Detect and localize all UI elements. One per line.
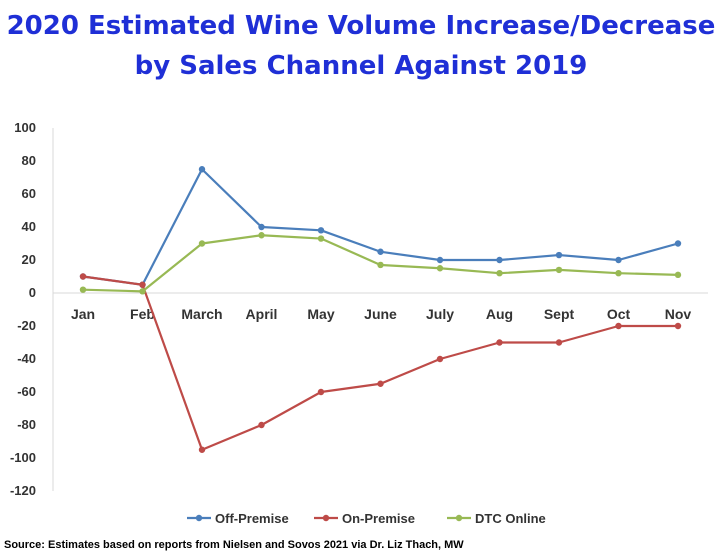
data-point-dtc-online	[79, 286, 87, 293]
data-point-on-premise	[79, 273, 87, 280]
y-tick-label: -40	[17, 351, 36, 366]
data-point-on-premise	[198, 446, 206, 453]
data-point-on-premise	[258, 421, 265, 429]
x-category-label: June	[364, 306, 397, 322]
legend-item-off-premise: Off-Premise	[187, 511, 289, 526]
y-tick-label: 0	[29, 285, 36, 300]
legend-swatch-marker	[455, 514, 463, 522]
chart-title-line-1: 2020 Estimated Wine Volume Increase/Decr…	[6, 11, 716, 41]
y-tick-label: -20	[17, 318, 36, 333]
data-point-on-premise	[377, 380, 384, 387]
data-point-dtc-online	[555, 266, 563, 274]
source-note: Source: Estimates based on reports from …	[4, 539, 464, 551]
legend-label: DTC Online	[475, 511, 546, 526]
data-point-on-premise	[615, 322, 622, 330]
x-category-label: Sept	[544, 306, 575, 322]
data-point-on-premise	[674, 322, 682, 330]
data-point-on-premise	[436, 355, 444, 363]
y-tick-label: 20	[22, 252, 36, 267]
data-point-dtc-online	[615, 270, 622, 277]
data-point-on-premise	[496, 339, 503, 346]
y-tick-label: -60	[17, 384, 36, 399]
data-point-off-premise	[258, 223, 265, 231]
legend-item-dtc-online: DTC Online	[447, 511, 546, 526]
y-tick-label: -120	[10, 483, 36, 498]
legend-label: On-Premise	[342, 511, 415, 526]
x-category-label: Oct	[607, 306, 631, 322]
data-point-off-premise	[317, 227, 325, 234]
x-category-label: May	[307, 306, 334, 322]
y-tick-label: -100	[10, 450, 36, 465]
data-point-dtc-online	[436, 265, 444, 272]
chart-title: 2020 Estimated Wine Volume Increase/Decr…	[0, 6, 722, 86]
data-point-off-premise	[555, 251, 563, 259]
data-point-off-premise	[615, 256, 622, 264]
data-point-dtc-online	[674, 271, 682, 279]
data-point-off-premise	[436, 256, 444, 264]
legend: Off-Premise On-Premise DTC Online	[187, 511, 546, 526]
chart-title-line-2: by Sales Channel Against 2019	[134, 51, 588, 81]
x-category-label: April	[246, 306, 278, 322]
data-point-dtc-online	[139, 288, 146, 295]
data-point-dtc-online	[377, 261, 384, 269]
legend-item-on-premise: On-Premise	[314, 511, 415, 526]
x-category-label: Feb	[130, 306, 155, 322]
y-tick-label: 80	[22, 153, 36, 168]
y-tick-label: 40	[22, 219, 36, 234]
legend-swatch-marker	[195, 514, 203, 522]
data-point-off-premise	[377, 248, 384, 255]
data-point-on-premise	[555, 339, 563, 346]
x-category-label: Jan	[71, 306, 95, 322]
data-point-on-premise	[317, 388, 325, 396]
data-point-off-premise	[496, 256, 503, 264]
data-point-dtc-online	[317, 235, 325, 242]
data-point-dtc-online	[258, 232, 265, 239]
y-axis-ticks: 100 80 60 40 20 0 -20 -40 -60 -80 -100 -120	[10, 120, 36, 498]
x-category-label: Nov	[665, 306, 692, 322]
series-layer	[79, 166, 682, 453]
legend-label: Off-Premise	[215, 511, 289, 526]
data-point-off-premise	[674, 240, 682, 247]
x-category-label: July	[426, 306, 454, 322]
legend-swatch-marker	[322, 514, 330, 522]
x-axis-categories: Jan Feb March April May June July Aug Sept Oct Nov	[71, 306, 691, 322]
data-point-off-premise	[198, 166, 206, 173]
data-point-dtc-online	[496, 270, 503, 277]
y-tick-label: 60	[22, 186, 36, 201]
data-point-dtc-online	[198, 240, 206, 247]
x-category-label: March	[181, 306, 222, 322]
series-dtc-online	[79, 232, 682, 295]
series-on-premise	[79, 273, 682, 453]
y-tick-label: 100	[14, 120, 36, 135]
x-category-label: Aug	[486, 306, 513, 322]
y-tick-label: -80	[17, 417, 36, 432]
data-point-on-premise	[139, 281, 146, 288]
series-line-on-premise	[82, 275, 678, 451]
